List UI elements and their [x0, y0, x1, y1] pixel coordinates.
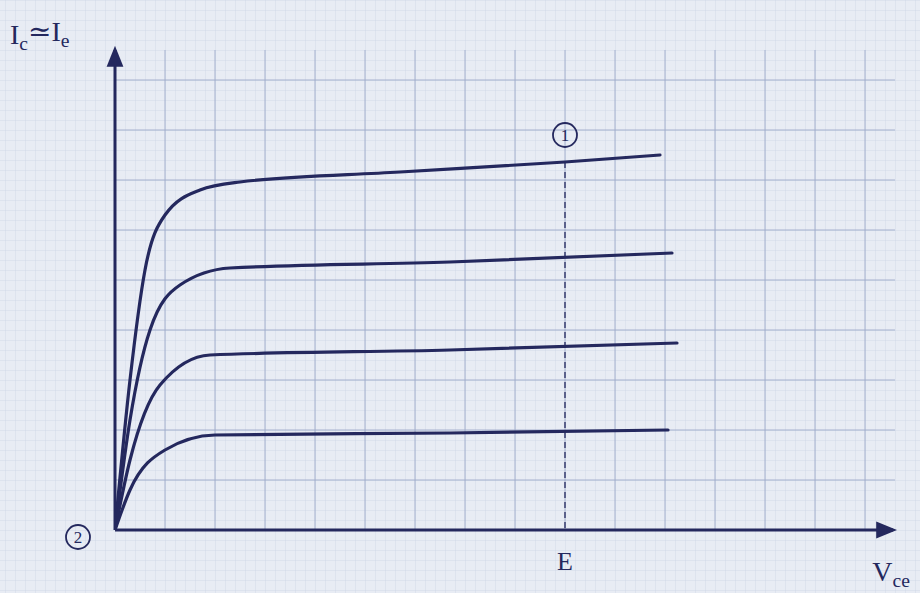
grid-line — [115, 280, 895, 281]
grid-line — [115, 430, 895, 431]
plot: E 1 2 — [66, 50, 895, 576]
annotation: 1 — [553, 123, 577, 147]
grid — [115, 50, 895, 530]
paper-grid — [0, 0, 920, 593]
annotation-circle — [66, 525, 90, 549]
grid-line — [415, 50, 416, 530]
y-axis-title: Ic​≃Ie​ — [10, 16, 70, 53]
grid-line — [315, 50, 316, 530]
grid-line — [515, 50, 516, 530]
grid-line — [115, 80, 895, 81]
grid-line — [615, 50, 616, 530]
grid-line — [115, 330, 895, 331]
grid-line — [865, 50, 866, 530]
grid-line — [165, 50, 166, 530]
grid-line — [665, 50, 666, 530]
grid-line — [565, 50, 566, 530]
curves — [115, 155, 677, 530]
x-axis-title: Vce​ — [872, 556, 910, 591]
reference-label: E — [557, 547, 573, 576]
x-axis-line — [115, 529, 893, 532]
grid-line — [815, 50, 816, 530]
grid-line — [715, 50, 716, 530]
annotation-circle — [553, 123, 577, 147]
grid-line — [465, 50, 466, 530]
curve — [115, 155, 660, 530]
annotation: 2 — [66, 525, 90, 549]
grid-line — [265, 50, 266, 530]
curve — [115, 253, 672, 530]
y-axis-line — [114, 50, 117, 530]
grid-line — [115, 480, 895, 481]
grid-line — [115, 380, 895, 381]
grid-line — [115, 180, 895, 181]
grid-line — [365, 50, 366, 530]
paper — [0, 0, 920, 593]
grid-line — [115, 50, 116, 530]
y-axis — [115, 50, 116, 531]
reference-line — [564, 162, 565, 530]
grid-line — [215, 50, 216, 530]
curve — [115, 430, 668, 530]
annotation-text: 2 — [74, 528, 83, 547]
x-axis — [115, 530, 893, 531]
annotation-text: 1 — [561, 126, 570, 145]
grid-line — [115, 130, 895, 131]
chart: E 1 2 Ic​≃Ie​ Vce​ — [0, 0, 920, 593]
grid-line — [115, 530, 895, 531]
grid-line — [765, 50, 766, 530]
curve — [115, 343, 677, 530]
grid-line — [115, 230, 895, 231]
